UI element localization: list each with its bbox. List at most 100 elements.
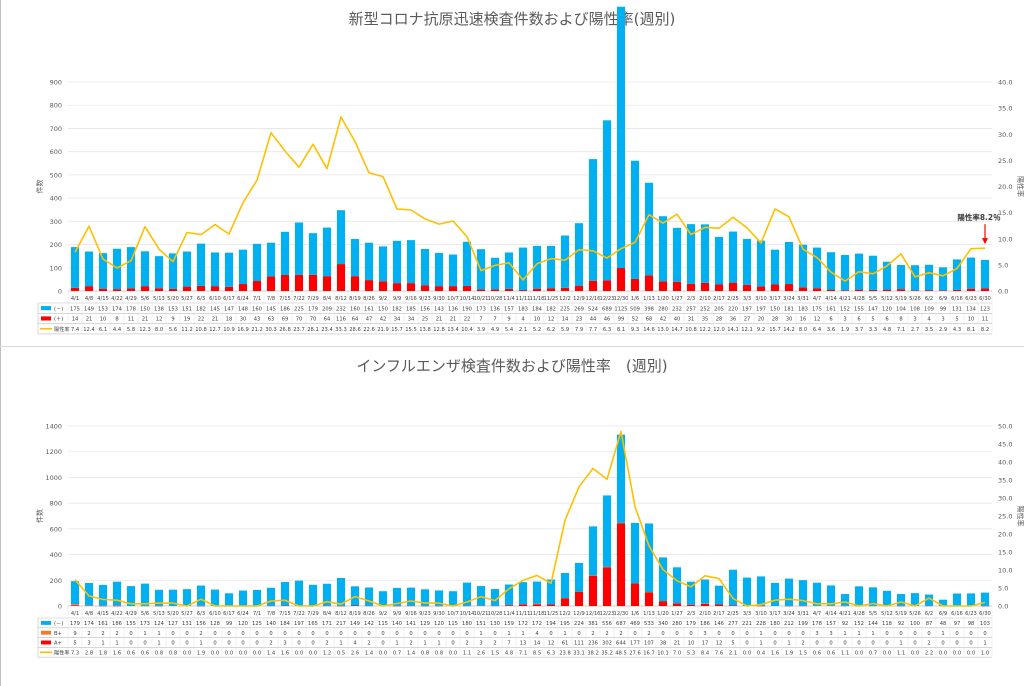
flu-bar bbox=[714, 585, 724, 605]
covid-table-cell: 36 bbox=[730, 317, 737, 323]
covid-x-tick-label: 6/16 bbox=[951, 296, 963, 302]
flu-x-tick-label: 6/3 bbox=[197, 611, 205, 617]
flu-table-cell: 10.1 bbox=[657, 650, 669, 656]
flu-bar bbox=[308, 584, 318, 606]
covid-bar bbox=[532, 245, 542, 289]
flu-bar bbox=[630, 583, 640, 606]
covid-table-cell: 8.1 bbox=[617, 327, 625, 333]
flu-table-cell: 1.4 bbox=[365, 650, 374, 656]
covid-table-cell: 69 bbox=[282, 317, 289, 323]
covid-table-cell: 23.7 bbox=[293, 327, 305, 333]
covid-bar bbox=[728, 282, 738, 291]
flu-table-cell: 124 bbox=[154, 621, 165, 627]
flu-table-cell: 0.6 bbox=[827, 650, 835, 656]
covid-table-cell: 9 bbox=[171, 317, 174, 323]
flu-table-cell: 0 bbox=[717, 631, 720, 637]
covid-table-cell: 181 bbox=[784, 306, 794, 312]
covid-x-tick-label: 7/15 bbox=[279, 296, 291, 302]
flu-table-cell: 1 bbox=[563, 631, 566, 637]
covid-bar bbox=[742, 284, 752, 291]
covid-x-tick-label: 1/13 bbox=[643, 296, 655, 302]
covid-table-cell: 14 bbox=[72, 317, 79, 323]
flu-table-cell: 1 bbox=[423, 641, 426, 647]
covid-x-tick-label: 9/2 bbox=[379, 296, 387, 302]
flu-legend-swatch bbox=[41, 620, 51, 625]
flu-x-tick-label: 12/2 bbox=[559, 611, 571, 617]
covid-bar bbox=[168, 288, 178, 291]
flu-table-cell: 1.9 bbox=[785, 650, 793, 656]
covid-table-cell: 27 bbox=[744, 317, 751, 323]
flu-table-cell: 194 bbox=[546, 621, 557, 627]
covid-table-cell: 4 bbox=[521, 317, 525, 323]
covid-table-cell: 12.2 bbox=[699, 327, 711, 333]
flu-x-tick-label: 5/5 bbox=[869, 611, 877, 617]
flu-table-cell: 221 bbox=[742, 621, 752, 627]
covid-table-cell: 152 bbox=[840, 306, 850, 312]
flu-table-cell: 0.8 bbox=[421, 650, 429, 656]
flu-table-cell: 0 bbox=[955, 631, 958, 637]
flu-table-cell: 1 bbox=[157, 631, 160, 637]
flu-x-tick-label: 12/30 bbox=[614, 611, 629, 617]
covid-x-tick-label: 5/19 bbox=[895, 296, 907, 302]
flu-table-cell: 2 bbox=[115, 631, 118, 637]
covid-table-cell: 5.6 bbox=[169, 327, 177, 333]
flu-table-cell: 2 bbox=[87, 631, 90, 637]
covid-table-cell: 689 bbox=[602, 306, 612, 312]
flu-x-tick-label: 11/18 bbox=[530, 611, 545, 617]
flu-table-cell: 0 bbox=[633, 631, 636, 637]
covid-bar bbox=[336, 264, 346, 291]
covid-table-cell: 153 bbox=[168, 306, 178, 312]
covid-bar bbox=[490, 289, 500, 291]
flu-x-tick-label: 3/24 bbox=[783, 611, 795, 617]
covid-x-tick-label: 11/4 bbox=[503, 296, 515, 302]
flu-x-tick-label: 3/17 bbox=[769, 611, 781, 617]
flu-bar bbox=[336, 577, 346, 606]
flu-bar bbox=[672, 567, 682, 604]
flu-table-cell: 0 bbox=[339, 631, 342, 637]
flu-table-cell: 0.0 bbox=[225, 650, 233, 656]
covid-x-tick-label: 4/7 bbox=[813, 296, 821, 302]
flu-y-tick-label: 800 bbox=[50, 500, 62, 508]
covid-table-cell: 147 bbox=[224, 306, 234, 312]
covid-table-cell: 5.9 bbox=[561, 327, 569, 333]
covid-bar bbox=[588, 159, 598, 281]
covid-table-cell: 145 bbox=[210, 306, 220, 312]
flu-table-cell: 0 bbox=[129, 641, 132, 647]
flu-y2label: 陽性率 bbox=[1016, 506, 1024, 527]
covid-x-tick-label: 8/12 bbox=[335, 296, 347, 302]
flu-x-tick-label: 7/1 bbox=[253, 611, 261, 617]
flu-table-cell: 0 bbox=[773, 631, 776, 637]
flu-bar bbox=[182, 589, 192, 606]
flu-table-cell: 1.2 bbox=[323, 650, 331, 656]
flu-x-tick-label: 5/27 bbox=[181, 611, 193, 617]
flu-table-cell: 0 bbox=[367, 631, 370, 637]
covid-table-cell: 136 bbox=[490, 306, 500, 312]
flu-x-tick-label: 4/29 bbox=[125, 611, 137, 617]
covid-bar bbox=[364, 280, 374, 291]
covid-bar bbox=[700, 282, 710, 291]
flu-x-tick-label: 4/8 bbox=[85, 611, 93, 617]
flu-y2-tick-label: 10.0 bbox=[998, 567, 1012, 575]
flu-bar bbox=[378, 591, 388, 606]
covid-table-cell: 30 bbox=[240, 317, 247, 323]
flu-bar bbox=[826, 585, 836, 606]
covid-table-cell: 155 bbox=[854, 306, 864, 312]
flu-x-tick-label: 5/13 bbox=[153, 611, 165, 617]
flu-table-cell: 0 bbox=[731, 631, 734, 637]
flu-y2-tick-label: 30.0 bbox=[998, 495, 1012, 503]
flu-table-cell: 174 bbox=[84, 621, 95, 627]
covid-x-tick-label: 1/27 bbox=[671, 296, 683, 302]
flu-bar bbox=[98, 584, 108, 606]
flu-legend-swatch bbox=[41, 640, 51, 645]
flu-bar bbox=[574, 591, 584, 606]
covid-bar bbox=[630, 278, 640, 291]
covid-table-cell: 4 bbox=[927, 317, 931, 323]
flu-x-tick-label: 10/21 bbox=[474, 611, 489, 617]
covid-x-tick-label: 12/2 bbox=[559, 296, 571, 302]
covid-table-cell: 252 bbox=[700, 306, 710, 312]
covid-bar bbox=[280, 231, 290, 275]
covid-bar bbox=[406, 240, 416, 284]
covid-y2-tick-label: 35.0 bbox=[998, 105, 1012, 113]
covid-legend-label: 陽性率 bbox=[54, 325, 70, 333]
covid-bar bbox=[784, 242, 794, 285]
